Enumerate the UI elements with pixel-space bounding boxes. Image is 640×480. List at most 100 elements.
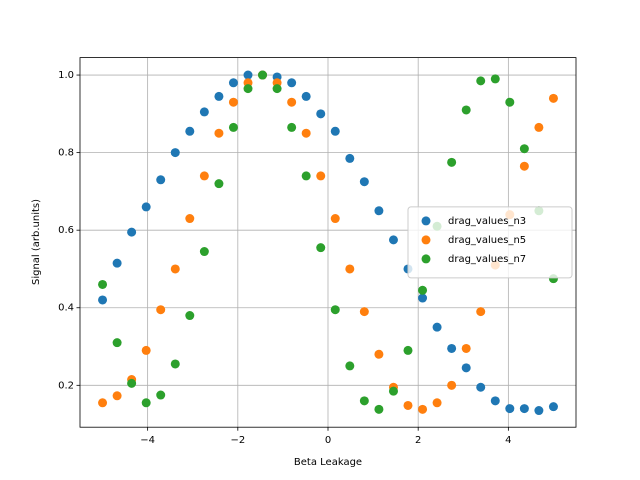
y-tick-label: 1.0 — [58, 70, 74, 81]
point — [359, 307, 369, 317]
y-axis-label: Signal (arb.units) — [31, 199, 42, 285]
point — [548, 93, 558, 103]
point — [418, 404, 428, 414]
point — [141, 345, 151, 355]
point — [141, 398, 151, 408]
point — [388, 235, 398, 245]
point — [548, 402, 558, 412]
point — [98, 398, 108, 408]
x-tick-label: −2 — [230, 435, 245, 446]
point — [432, 398, 442, 408]
point — [534, 122, 544, 132]
point — [185, 126, 195, 136]
point — [316, 243, 326, 253]
point — [170, 359, 180, 369]
legend-marker — [421, 254, 431, 264]
legend-label: drag_values_n5 — [448, 235, 526, 246]
point — [185, 214, 195, 224]
point — [476, 382, 486, 392]
point — [98, 279, 108, 289]
y-tick-label: 0.4 — [58, 303, 74, 314]
point — [476, 307, 486, 317]
x-tick-label: 2 — [415, 435, 421, 446]
x-tick-label: 4 — [505, 435, 511, 446]
point — [374, 206, 384, 216]
point — [330, 214, 340, 224]
point — [374, 404, 384, 414]
point — [287, 78, 297, 88]
y-tick-label: 0.6 — [58, 225, 74, 236]
point — [214, 91, 224, 101]
point — [345, 264, 355, 274]
legend-box — [407, 206, 573, 279]
point — [461, 343, 471, 353]
point — [316, 109, 326, 119]
legend-marker — [421, 216, 431, 226]
point — [490, 74, 500, 84]
point — [359, 396, 369, 406]
point — [127, 227, 137, 237]
point — [112, 391, 122, 401]
y-tick-label: 0.8 — [58, 148, 74, 159]
point — [403, 400, 413, 410]
point — [403, 345, 413, 355]
point — [359, 177, 369, 187]
point — [214, 128, 224, 138]
point — [476, 76, 486, 86]
point — [243, 70, 253, 80]
point — [519, 161, 529, 171]
point — [214, 179, 224, 189]
point — [330, 126, 340, 136]
legend-marker — [421, 235, 431, 245]
point — [127, 378, 137, 388]
point — [418, 285, 428, 295]
point — [199, 171, 209, 181]
point — [156, 390, 166, 400]
point — [461, 105, 471, 115]
plot-frame — [79, 57, 577, 428]
point — [447, 157, 457, 167]
point — [301, 91, 311, 101]
point — [287, 97, 297, 107]
point — [447, 380, 457, 390]
point — [519, 144, 529, 154]
point — [301, 128, 311, 138]
point — [228, 97, 238, 107]
point — [272, 84, 282, 94]
point — [243, 84, 253, 94]
point — [170, 264, 180, 274]
point — [519, 404, 529, 414]
point — [98, 295, 108, 305]
point — [374, 349, 384, 359]
point — [199, 107, 209, 117]
point — [505, 404, 515, 414]
point — [345, 153, 355, 163]
x-axis-label: Beta Leakage — [294, 457, 362, 468]
point — [447, 343, 457, 353]
point — [199, 247, 209, 257]
x-tick-label: −4 — [140, 435, 155, 446]
x-tick-label: 0 — [325, 435, 331, 446]
point — [112, 338, 122, 348]
point — [141, 202, 151, 212]
legend-label: drag_values_n7 — [448, 254, 526, 265]
point — [170, 148, 180, 158]
point — [505, 97, 515, 107]
point — [388, 386, 398, 396]
point — [534, 406, 544, 416]
legend-label: drag_values_n3 — [448, 216, 526, 227]
legend: drag_values_n3 drag_values_n5 drag_values_… — [407, 206, 573, 279]
point — [258, 70, 268, 80]
point — [156, 305, 166, 315]
point — [418, 293, 428, 303]
point — [490, 396, 500, 406]
point — [301, 171, 311, 181]
point — [330, 305, 340, 315]
point — [345, 361, 355, 371]
point — [287, 122, 297, 132]
point — [432, 322, 442, 332]
point — [156, 175, 166, 185]
point — [112, 258, 122, 268]
point — [316, 171, 326, 181]
